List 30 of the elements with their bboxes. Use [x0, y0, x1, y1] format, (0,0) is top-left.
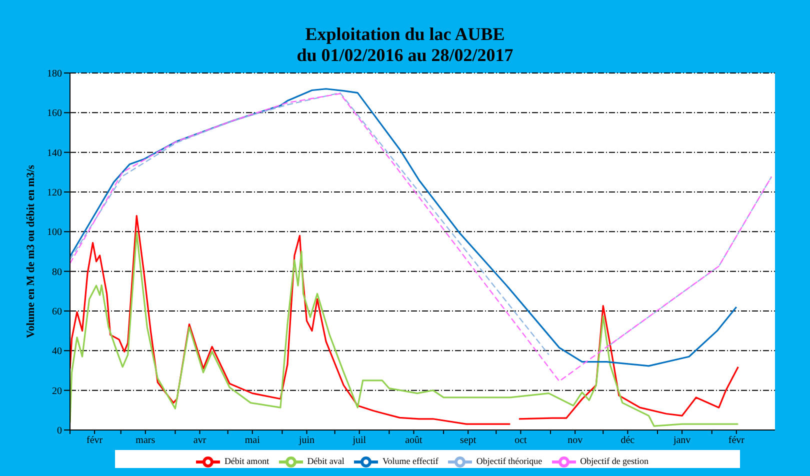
- x-tick-label: févr: [728, 435, 746, 446]
- x-tick-label: juin: [298, 435, 315, 446]
- legend-label: Volume effectif: [382, 456, 438, 466]
- x-tick-label: août: [405, 435, 423, 446]
- y-tick-label: 180: [47, 68, 62, 80]
- y-tick-label: 20: [52, 386, 62, 397]
- y-axis-title: Volume en M de m3 ou débit en m3/s: [24, 164, 37, 338]
- legend-label: Débit amont: [224, 456, 270, 466]
- y-tick-label: 40: [52, 346, 62, 358]
- x-tick-label: juil: [352, 435, 366, 446]
- x-tick-label: déc: [620, 435, 636, 446]
- y-tick-label: 120: [47, 188, 62, 199]
- x-tick-label: févr: [86, 435, 104, 446]
- x-tick-label: mars: [136, 435, 156, 446]
- legend-label: Objectif théorique: [476, 456, 542, 466]
- x-tick-label: sept: [460, 435, 476, 446]
- x-tick-label: mai: [244, 435, 260, 446]
- x-tick-label: avr: [193, 435, 207, 446]
- y-tick-label: 80: [52, 266, 62, 278]
- y-tick-label: 100: [47, 227, 62, 238]
- y-tick-label: 0: [57, 426, 62, 437]
- y-tick-label: 160: [47, 108, 62, 120]
- legend-label: Débit aval: [307, 456, 344, 466]
- x-tick-label: oct: [514, 435, 528, 446]
- x-tick-label: janv: [672, 435, 691, 446]
- chart-title: Exploitation du lac AUBE du 01/02/2016 au 28/02/2017: [296, 24, 514, 66]
- y-tick-label: 140: [47, 148, 62, 159]
- legend-label: Objectif de gestion: [580, 456, 649, 466]
- y-tick-label: 60: [52, 306, 62, 318]
- x-tick-label: nov: [568, 435, 583, 446]
